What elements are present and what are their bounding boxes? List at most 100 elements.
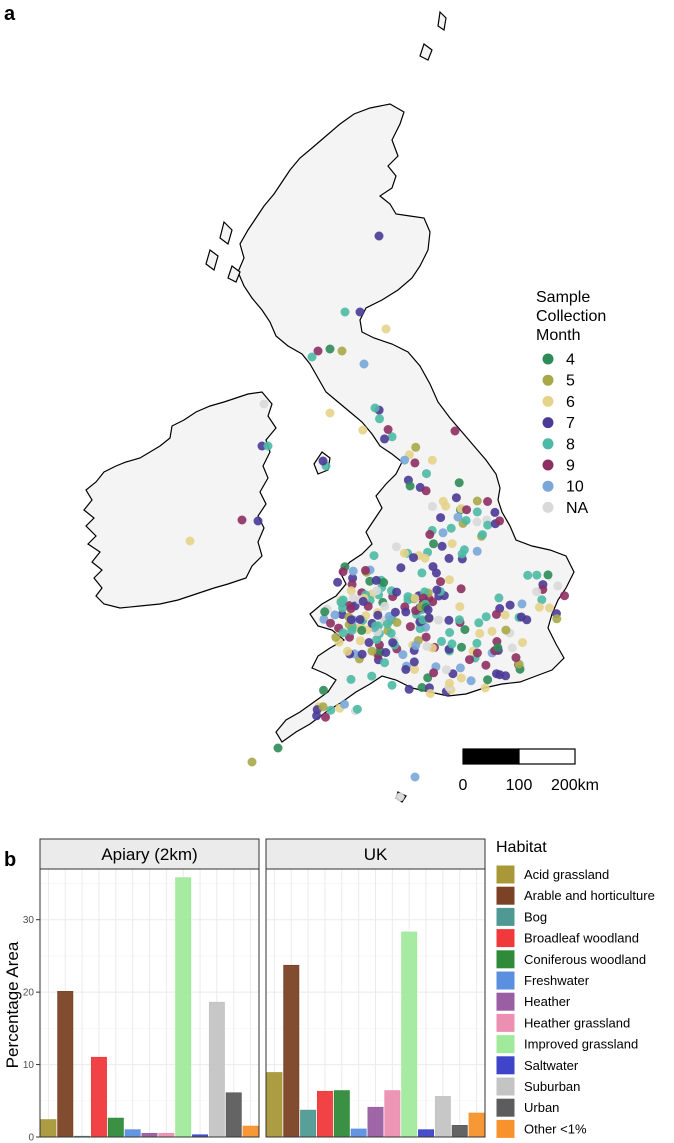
sample-point: [355, 307, 365, 317]
sample-point: [422, 641, 432, 651]
sample-point: [410, 664, 420, 674]
habitat-legend-title: Habitat: [496, 839, 547, 856]
sample-point: [481, 660, 491, 670]
sample-point: [459, 545, 469, 555]
sample-point: [455, 602, 465, 612]
sample-point: [411, 442, 421, 452]
bar-uk-coniferous-woodland: [333, 1090, 350, 1138]
sample-point: [185, 536, 195, 546]
sample-point: [392, 587, 402, 597]
sample-point: [405, 481, 415, 491]
plot-area-apiary: [39, 868, 260, 1138]
sample-point: [474, 618, 484, 628]
bar-apiary-acid-grassland: [40, 1119, 57, 1138]
bar-uk-heather: [367, 1106, 384, 1138]
bar-uk-arable-and-horticulture: [283, 964, 300, 1138]
sample-point: [432, 585, 442, 595]
sample-point: [337, 610, 347, 619]
sample-point: [390, 607, 400, 617]
habitat-label-2: Bog: [524, 909, 547, 924]
sample-point: [445, 678, 454, 688]
habitat-swatch-11: [496, 1098, 515, 1117]
sample-point: [312, 711, 322, 721]
sample-point: [369, 551, 379, 561]
y-tick-label-10: 10: [23, 1060, 35, 1071]
sample-point: [481, 612, 491, 622]
sample-point: [447, 639, 457, 649]
sample-point: [313, 346, 323, 356]
bar-uk-heather-grassland: [384, 1090, 401, 1138]
sample-point: [466, 676, 476, 686]
sample-point: [340, 307, 350, 317]
sample-point: [367, 646, 377, 656]
sample-point: [364, 638, 374, 647]
map-legend-title-line-1: Sample: [536, 289, 590, 306]
sample-point: [427, 501, 437, 511]
bar-apiary-freshwater: [124, 1129, 141, 1138]
sample-point: [421, 486, 431, 496]
sample-point: [454, 615, 464, 625]
sample-point: [501, 625, 511, 635]
sample-point: [361, 565, 370, 575]
sample-point: [253, 516, 263, 526]
sample-point: [543, 570, 553, 580]
sample-point: [447, 539, 457, 549]
map-legend-label-7: 7: [566, 415, 575, 432]
sample-point: [516, 612, 526, 622]
map-legend-label-10: 10: [566, 479, 584, 496]
sample-point: [423, 673, 433, 683]
map-legend-dot-7: [542, 417, 554, 429]
sample-point: [371, 621, 381, 631]
habitat-swatch-2: [496, 907, 515, 926]
bar-apiary-broadleaf-woodland: [90, 1056, 107, 1138]
sample-point: [411, 641, 421, 650]
bar-uk-suburban: [434, 1096, 451, 1138]
sample-point: [501, 671, 511, 681]
sample-point: [457, 642, 466, 652]
sample-point: [373, 610, 383, 620]
sample-point: [424, 613, 434, 623]
map-legend-label-6: 6: [566, 394, 575, 411]
sample-point: [420, 553, 430, 563]
map-scale-bar: 0 100 200km: [459, 748, 599, 794]
scale-label-0: 0: [459, 777, 468, 794]
map-legend-dot-6: [542, 395, 554, 407]
sample-point: [500, 610, 510, 620]
habitat-label-5: Freshwater: [524, 973, 590, 988]
sample-point: [448, 669, 458, 679]
sample-point: [494, 593, 504, 603]
sample-point: [483, 497, 493, 506]
habitat-label-3: Broadleaf woodland: [524, 931, 639, 946]
sample-point: [462, 505, 472, 515]
habitat-swatch-12: [496, 1119, 515, 1138]
sample-point: [355, 615, 365, 624]
sample-point: [532, 570, 542, 580]
sample-point: [444, 553, 454, 563]
sample-point: [381, 324, 391, 334]
sample-point: [371, 575, 381, 585]
sample-point: [346, 674, 356, 684]
sample-point: [352, 704, 362, 714]
sample-point: [438, 528, 448, 538]
sample-point: [410, 593, 420, 603]
sample-point: [372, 635, 382, 644]
sample-point: [401, 665, 411, 674]
y-tick-label-0: 0: [28, 1133, 34, 1143]
sample-point: [319, 685, 328, 695]
sample-point: [331, 632, 341, 642]
sample-point: [537, 595, 547, 605]
sample-point: [423, 605, 433, 615]
map-legend-dot-NA: [542, 501, 554, 513]
sample-point: [415, 624, 425, 634]
sample-point: [532, 587, 542, 597]
sample-point: [518, 638, 527, 647]
sample-point: [346, 604, 356, 614]
sample-point: [410, 772, 420, 782]
sample-point: [437, 541, 447, 551]
sample-point: [472, 648, 482, 658]
habitat-legend: Habitat Acid grassland Arable and horticu…: [496, 839, 655, 1138]
sample-point: [355, 636, 365, 646]
sample-point: [370, 403, 380, 413]
sample-point: [453, 512, 463, 522]
